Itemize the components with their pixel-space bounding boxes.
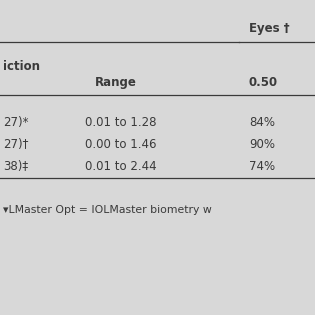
Text: 84%: 84% [249, 116, 275, 129]
Text: Eyes †: Eyes † [249, 22, 289, 35]
Text: ▾LMaster Opt = IOLMaster biometry w: ▾LMaster Opt = IOLMaster biometry w [3, 205, 212, 215]
Text: 38)‡: 38)‡ [3, 160, 28, 173]
Text: 0.50: 0.50 [249, 76, 278, 89]
Text: 90%: 90% [249, 138, 275, 151]
Text: 0.00 to 1.46: 0.00 to 1.46 [85, 138, 157, 151]
Text: 0.01 to 2.44: 0.01 to 2.44 [85, 160, 157, 173]
Text: Range: Range [94, 76, 136, 89]
Text: iction: iction [3, 60, 40, 73]
Text: 27)†: 27)† [3, 138, 29, 151]
Text: 0.01 to 1.28: 0.01 to 1.28 [85, 116, 157, 129]
Text: 27)*: 27)* [3, 116, 29, 129]
Text: 74%: 74% [249, 160, 275, 173]
